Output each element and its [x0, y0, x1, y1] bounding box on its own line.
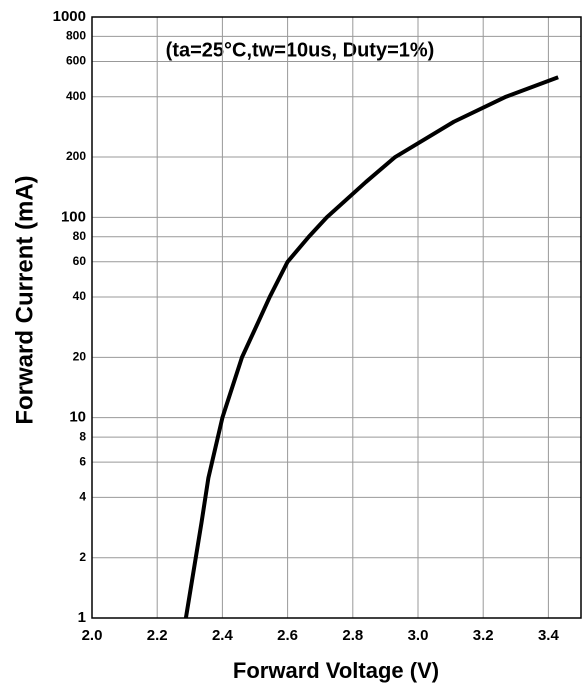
- x-tick-label: 3.2: [473, 627, 494, 644]
- y-tick-label: 60: [73, 254, 87, 268]
- y-tick-label: 1000: [53, 8, 86, 25]
- x-tick-label: 2.6: [277, 627, 298, 644]
- y-tick-label: 20: [73, 350, 87, 364]
- y-tick-label: 4: [79, 490, 86, 504]
- plot-frame: [91, 16, 582, 619]
- y-tick-label: 600: [66, 54, 86, 68]
- annotation: (ta=25°C,tw=10us, Duty=1%): [166, 39, 435, 61]
- y-axis-label: Forward Current (mA): [11, 175, 38, 424]
- x-tick-label: 2.8: [342, 627, 363, 644]
- y-tick-label: 2: [79, 550, 86, 564]
- y-tick-label: 80: [73, 229, 87, 243]
- y-tick-label: 40: [73, 289, 87, 303]
- x-tick-label: 3.4: [538, 627, 560, 644]
- y-tick-label: 400: [66, 89, 86, 103]
- x-tick-label: 3.0: [408, 627, 429, 644]
- curve: [183, 75, 559, 619]
- y-tick-label: 200: [66, 149, 86, 163]
- x-tick-label: 2.0: [82, 627, 103, 644]
- x-axis-label: Forward Voltage (V): [233, 658, 439, 683]
- y-tick-label: 100: [61, 208, 86, 225]
- y-tick-label: 800: [66, 29, 86, 43]
- y-tick-label: 10: [69, 409, 86, 426]
- x-tick-label: 2.4: [212, 627, 234, 644]
- y-tick-label: 1: [78, 609, 86, 626]
- y-tick-label: 6: [79, 454, 86, 468]
- x-tick-label: 2.2: [147, 627, 168, 644]
- y-tick-label: 8: [79, 429, 86, 443]
